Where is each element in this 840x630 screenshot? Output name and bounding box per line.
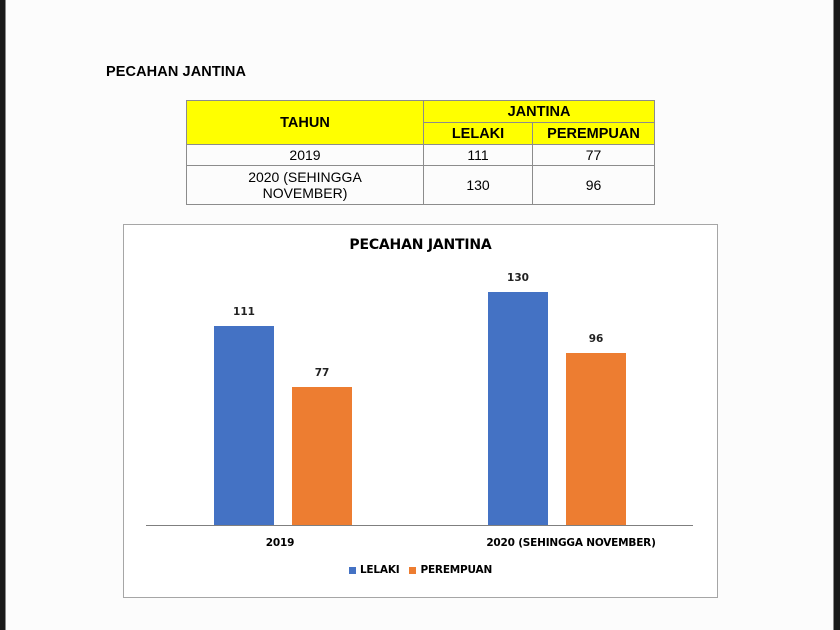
legend-label: PEREMPUAN [420, 564, 493, 576]
chart-title: PECAHAN JANTINA [349, 237, 492, 253]
cell-perempuan: 77 [532, 144, 655, 166]
legend-swatch-perempuan [409, 566, 417, 574]
header-tahun: TAHUN [186, 100, 424, 145]
legend-swatch-lelaki [348, 566, 356, 574]
bar-lelaki [214, 326, 274, 525]
chart-container: PECAHAN JANTINA 111 77 130 96 2019 2020 (SE… [123, 224, 718, 598]
cell-perempuan: 96 [532, 165, 655, 205]
legend-item-lelaki: LELAKI [348, 564, 400, 576]
category-label: 2019 [265, 537, 295, 549]
legend-item-perempuan: PEREMPUAN [409, 564, 492, 576]
cell-tahun: 2020 (SEHINGGA NOVEMBER) [186, 165, 424, 205]
cell-tahun-text: 2020 (SEHINGGA NOVEMBER) [248, 169, 362, 201]
data-label: 96 [588, 333, 604, 345]
data-label: 77 [314, 367, 330, 379]
header-jantina: JANTINA [423, 100, 655, 123]
table-row: 2020 (SEHINGGA NOVEMBER) 130 96 [186, 165, 655, 205]
header-lelaki: LELAKI [423, 122, 533, 145]
right-edge-frame [833, 0, 840, 630]
legend-label: LELAKI [359, 564, 400, 576]
data-label: 130 [507, 272, 529, 284]
category-label: 2020 (SEHINGGA NOVEMBER) [486, 537, 656, 549]
cell-tahun: 2019 [186, 144, 424, 166]
bar-perempuan [292, 387, 352, 525]
cell-lelaki: 130 [423, 165, 533, 205]
left-edge-frame [0, 0, 6, 630]
gender-breakdown-table: TAHUN JANTINA LELAKI PEREMPUAN 2019 111 … [186, 100, 655, 205]
data-label: 111 [233, 306, 255, 318]
plot-area: 111 77 130 96 [124, 225, 717, 597]
bar-lelaki [488, 292, 548, 525]
x-axis-baseline [146, 525, 693, 526]
header-perempuan: PEREMPUAN [532, 122, 655, 145]
chart-legend: LELAKI PEREMPUAN [124, 564, 717, 576]
bar-perempuan [566, 353, 626, 525]
table-row: 2019 111 77 [186, 144, 655, 166]
section-title: PECAHAN JANTINA [106, 64, 247, 80]
cell-lelaki: 111 [423, 144, 533, 166]
